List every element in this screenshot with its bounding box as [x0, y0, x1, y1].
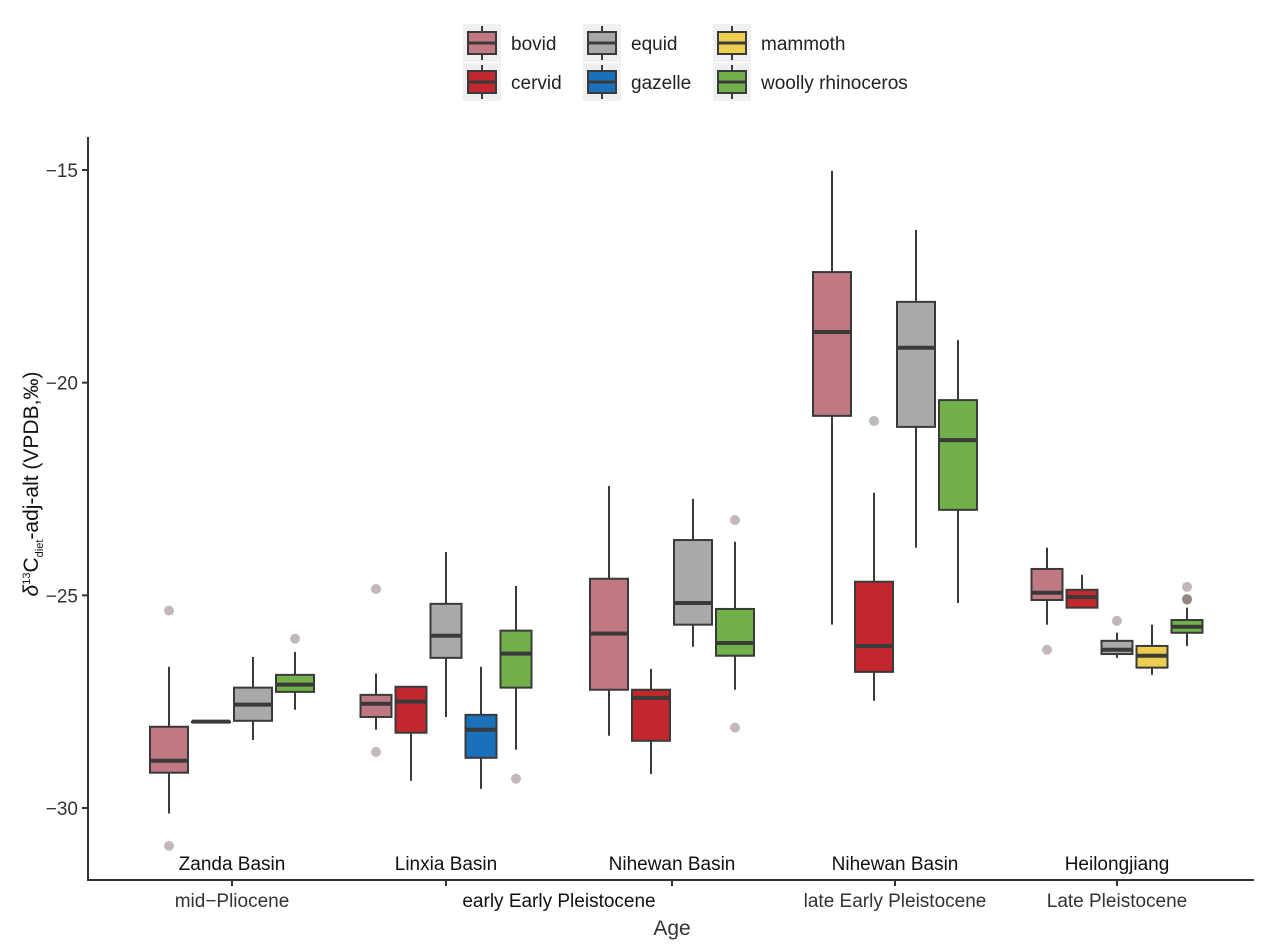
- legend-item-cervid: cervid: [463, 63, 562, 101]
- box-bovid: [149, 605, 189, 851]
- axes: [87, 137, 1254, 881]
- y-tick-label: −15: [46, 161, 78, 182]
- outlier-point: [730, 515, 740, 526]
- y-tick-label: −20: [46, 374, 78, 395]
- legend-label: mammoth: [761, 34, 845, 55]
- iqr-box: [464, 713, 498, 759]
- legend: bovid cervid equid gazelle mammoth woolly rhi…: [463, 24, 908, 101]
- legend-item-bovid: bovid: [463, 24, 556, 62]
- site-label: Nihewan Basin: [832, 854, 959, 875]
- box-woolly-rhinoceros: [1170, 581, 1204, 646]
- iqr-box: [673, 539, 713, 626]
- box-equid: [233, 657, 273, 740]
- y-axis-title: δ13Cdiet-adj-alt (VPDB,‰): [20, 372, 46, 597]
- outlier-point: [511, 773, 521, 784]
- box-bovid: [1030, 547, 1064, 655]
- box-cervid: [394, 685, 428, 781]
- outlier-point: [164, 840, 174, 851]
- x-tick-label: late Early Pleistocene: [804, 891, 987, 912]
- legend-item-mammoth: mammoth: [713, 24, 845, 62]
- y-axis-title-text: δ13Cdiet-adj-alt (VPDB,‰): [20, 372, 46, 597]
- iqr-box: [938, 399, 978, 511]
- iqr-box: [394, 685, 428, 734]
- iqr-box: [359, 693, 393, 718]
- group-nihewan-basin: Nihewan Basin: [589, 486, 755, 875]
- iqr-box: [149, 725, 189, 774]
- outlier-point: [730, 722, 740, 733]
- outlier-point: [1112, 615, 1122, 626]
- box-cervid: [1065, 574, 1099, 609]
- iqr-box: [812, 271, 852, 417]
- x-axis-title: Age: [653, 917, 690, 940]
- box-bovid: [812, 170, 852, 625]
- box-equid: [429, 551, 463, 717]
- box-cervid: [191, 719, 231, 724]
- iqr-box: [1100, 639, 1134, 656]
- legend-item-gazelle: gazelle: [583, 63, 691, 101]
- iqr-box: [429, 602, 463, 659]
- outlier-point: [371, 583, 381, 594]
- iqr-box: [1030, 567, 1064, 602]
- y-tick-label: −30: [46, 799, 78, 820]
- iqr-box: [499, 629, 533, 689]
- outlier-point: [290, 633, 300, 644]
- legend-item-woolly-rhinoceros: woolly rhinoceros: [713, 63, 908, 101]
- box-woolly-rhinoceros: [275, 633, 315, 710]
- legend-label: woolly rhinoceros: [760, 73, 908, 94]
- legend-label: bovid: [511, 34, 556, 55]
- site-label: Linxia Basin: [395, 854, 497, 875]
- outlier-point: [1182, 581, 1192, 592]
- legend-label: equid: [631, 34, 678, 55]
- box-woolly-rhinoceros: [499, 585, 533, 784]
- outlier-point: [869, 415, 879, 426]
- outlier-point: [371, 746, 381, 757]
- x-group-label: early Early Pleistocene: [462, 891, 655, 912]
- group-nihewan-basin: Nihewan Basin: [812, 170, 978, 875]
- box-bovid: [589, 486, 629, 736]
- box-equid: [673, 498, 713, 647]
- plot-area: Zanda Basin Linxia Basin Nihewan Basin Nihe…: [149, 170, 1204, 875]
- legend-label: gazelle: [631, 73, 691, 94]
- box-equid: [896, 229, 936, 548]
- group-zanda-basin: Zanda Basin: [149, 605, 315, 875]
- box-cervid: [631, 668, 671, 774]
- y-ticks: −15 −20 −25 −30: [46, 161, 88, 820]
- box-gazelle: [464, 666, 498, 789]
- box-bovid: [359, 583, 393, 757]
- site-label: Nihewan Basin: [609, 854, 736, 875]
- iqr-box: [715, 607, 755, 657]
- x-tick-label: Late Pleistocene: [1047, 891, 1188, 912]
- site-label: Heilongjiang: [1065, 854, 1170, 875]
- outlier-point: [1182, 594, 1192, 605]
- site-label: Zanda Basin: [179, 854, 286, 875]
- group-heilongjiang: Heilongjiang: [1030, 547, 1204, 875]
- box-cervid: [854, 415, 894, 701]
- legend-item-equid: equid: [583, 24, 678, 62]
- legend-label: cervid: [511, 73, 562, 94]
- iqr-box: [854, 580, 894, 673]
- x-ticks: mid−Pliocene late Early Pleistocene Late P…: [175, 880, 1188, 912]
- box-woolly-rhinoceros: [938, 340, 978, 603]
- outlier-point: [1042, 644, 1052, 655]
- box-mammoth: [1135, 624, 1169, 675]
- y-tick-label: −25: [46, 586, 78, 607]
- box-equid: [1100, 615, 1134, 658]
- iqr-box: [896, 300, 936, 428]
- outlier-point: [164, 605, 174, 616]
- box-woolly-rhinoceros: [715, 515, 755, 733]
- group-linxia-basin: Linxia Basin: [359, 551, 533, 875]
- x-tick-label: mid−Pliocene: [175, 891, 290, 912]
